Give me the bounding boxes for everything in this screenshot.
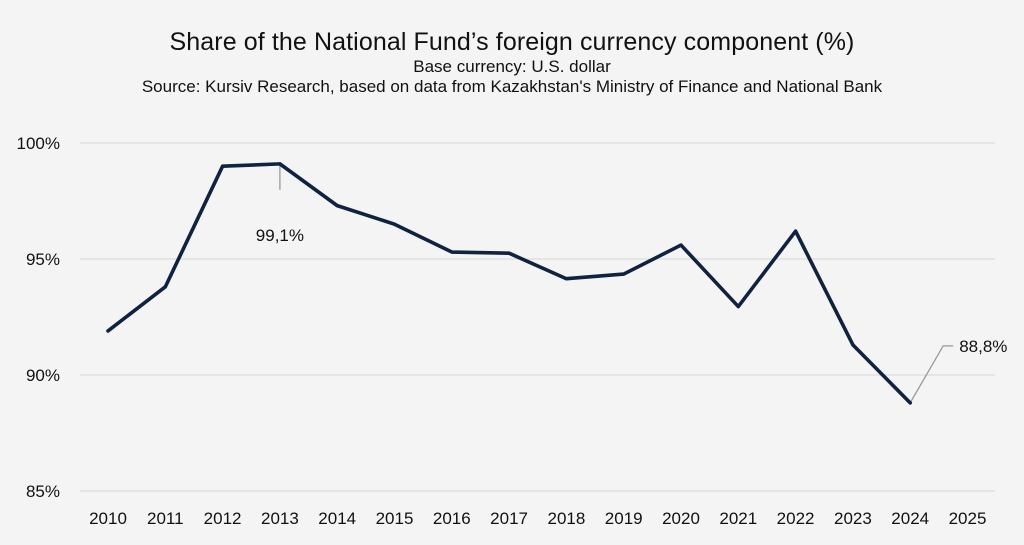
x-tick-label: 2020: [662, 509, 700, 528]
x-tick-label: 2019: [605, 509, 643, 528]
data-point: [106, 329, 110, 333]
data-point: [450, 250, 454, 254]
x-tick-label: 2021: [719, 509, 757, 528]
data-point: [736, 304, 740, 309]
x-tick-label: 2011: [147, 509, 184, 528]
series-line: [106, 162, 913, 405]
y-tick-label: 95%: [26, 250, 60, 269]
x-tick-label: 2013: [261, 509, 299, 528]
chart-header: Share of the National Fund’s foreign cur…: [0, 0, 1024, 97]
data-point: [908, 401, 912, 405]
annotation-label: 88,8%: [959, 337, 1007, 356]
annotation-label: 99,1%: [256, 226, 304, 245]
data-point: [335, 204, 339, 208]
y-tick-label: 100%: [17, 134, 60, 153]
data-point: [507, 251, 511, 255]
data-point: [564, 277, 569, 281]
x-tick-label: 2023: [834, 509, 872, 528]
data-point: [163, 285, 167, 289]
x-tick-label: 2016: [433, 509, 471, 528]
data-point: [794, 229, 798, 233]
chart-title: Share of the National Fund’s foreign cur…: [169, 28, 855, 56]
y-tick-label: 85%: [26, 482, 60, 501]
x-tick-label: 2015: [376, 509, 414, 528]
x-tick-label: 2010: [89, 509, 127, 528]
data-point: [278, 162, 282, 166]
y-tick-label: 90%: [26, 366, 60, 385]
chart-source: Source: Kursiv Research, based on data f…: [141, 77, 883, 96]
x-tick-label: 2017: [490, 509, 528, 528]
x-tick-label: 2014: [318, 509, 356, 528]
x-tick-label: 2018: [547, 509, 585, 528]
data-point: [622, 272, 626, 276]
x-tick-label: 2024: [891, 509, 929, 528]
x-tick-label: 2022: [777, 509, 815, 528]
data-point: [851, 343, 855, 347]
data-point: [221, 164, 225, 168]
data-point: [392, 222, 397, 226]
data-point: [679, 243, 683, 247]
x-tick-label: 2012: [204, 509, 242, 528]
x-tick-label: 2025: [949, 509, 987, 528]
chart-subtitle: Base currency: U.S. dollar: [413, 57, 611, 76]
annotation-leader: [909, 345, 954, 404]
